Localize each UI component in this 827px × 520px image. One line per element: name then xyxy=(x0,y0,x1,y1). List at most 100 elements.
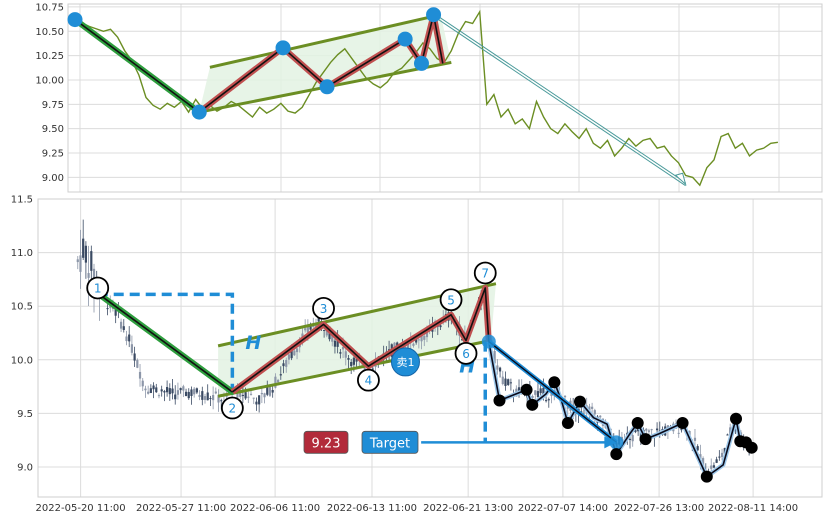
candle-body xyxy=(87,273,90,278)
candle-body xyxy=(350,362,353,367)
candle-body xyxy=(396,342,399,346)
candle-body xyxy=(306,325,309,333)
candle-body xyxy=(323,329,326,331)
top-pivot-marker xyxy=(275,40,291,56)
candle-body xyxy=(114,307,117,316)
candle-body xyxy=(507,379,510,385)
measure-height-box xyxy=(97,292,235,392)
main-y-tick-label: 11.5 xyxy=(11,195,33,206)
candle-body xyxy=(339,352,342,354)
candle-body xyxy=(258,395,261,405)
pattern-pivot-label: 6 xyxy=(462,347,470,361)
candle-body xyxy=(193,388,196,395)
pattern-pivot-label: 5 xyxy=(447,293,455,307)
candle-body xyxy=(680,429,683,431)
candle-body xyxy=(631,435,634,442)
candle-body xyxy=(734,427,737,431)
candle-body xyxy=(79,255,82,272)
candle-body xyxy=(493,351,496,364)
candle-body xyxy=(92,268,96,284)
main-y-tick-label: 10.0 xyxy=(11,355,33,366)
candle-body xyxy=(715,459,718,463)
main-channel-fill xyxy=(218,283,496,397)
candle-body xyxy=(285,360,288,367)
post-breakout-marker xyxy=(493,394,506,407)
top-channel-fill xyxy=(199,14,452,113)
top-y-tick-label: 10.00 xyxy=(35,75,64,86)
top-y-tick-label: 10.75 xyxy=(35,2,64,13)
candle-body xyxy=(174,394,177,400)
candle-body xyxy=(212,395,215,401)
candle-body xyxy=(593,410,596,415)
top-y-tick-label: 9.25 xyxy=(42,149,64,160)
candle-body xyxy=(179,388,182,391)
candle-body xyxy=(547,399,550,401)
post-breakout-marker xyxy=(730,412,743,425)
pattern-pivot-label: 2 xyxy=(229,402,237,416)
post-breakout-marker xyxy=(676,417,689,430)
candle-body xyxy=(255,401,258,405)
post-breakout-marker xyxy=(573,395,586,408)
top-y-tick-label: 10.25 xyxy=(35,51,64,62)
top-projection-line xyxy=(434,16,686,187)
overview-panel: 10.75 10.50 10.25 10.00 9.75 9.50 9.25 9.00 xyxy=(35,2,823,193)
candle-body xyxy=(125,336,128,342)
candle-body xyxy=(371,368,374,370)
candle-body xyxy=(304,328,307,331)
candle-body xyxy=(149,388,152,394)
candle-body xyxy=(214,391,217,394)
candle-body xyxy=(314,323,318,328)
pattern-pivot-ring xyxy=(454,341,478,365)
main-x-tick-label: 2022-05-20 11:00 xyxy=(36,503,126,514)
candle-body xyxy=(195,388,198,393)
target-projection-core xyxy=(488,341,617,443)
top-channel-upper xyxy=(209,13,441,69)
target-badge-label: Target xyxy=(369,436,410,451)
candle-body xyxy=(647,430,651,432)
main-plot-frame xyxy=(37,198,823,498)
price-badge-label: 9.23 xyxy=(312,436,341,451)
candle-body xyxy=(634,429,637,433)
candle-body xyxy=(531,395,534,398)
candle-body xyxy=(309,324,312,330)
candle-body xyxy=(206,392,209,401)
candle-body xyxy=(726,434,729,436)
main-x-tick-label: 2022-06-06 11:00 xyxy=(230,503,320,514)
measure-h-label: H xyxy=(245,332,261,354)
main-zigzag-core xyxy=(231,287,490,393)
candle-body xyxy=(166,387,169,393)
candle-body xyxy=(536,391,540,397)
top-y-tick-label: 10.50 xyxy=(35,27,64,38)
top-y-tick-label: 9.00 xyxy=(42,173,64,184)
top-projection-line xyxy=(434,13,686,184)
candle-body xyxy=(220,400,223,402)
candle-body xyxy=(203,396,207,400)
post-breakout-marker xyxy=(631,417,644,430)
candle-body xyxy=(701,458,705,467)
candle-body xyxy=(249,393,253,395)
main-y-tick-label: 10.5 xyxy=(11,302,33,313)
candle-body xyxy=(133,353,136,361)
candle-body xyxy=(136,360,139,368)
main-x-tick-label: 2022-07-26 13:00 xyxy=(614,503,704,514)
candle-body xyxy=(163,391,166,393)
candle-body xyxy=(279,374,282,376)
candle-body xyxy=(247,396,250,398)
top-pivot-marker xyxy=(397,31,413,47)
candle-body xyxy=(201,391,204,400)
breakout-marker xyxy=(481,334,496,349)
candle-body xyxy=(287,354,291,360)
top-pivot-marker xyxy=(67,12,83,28)
candle-body xyxy=(252,397,255,399)
candle-body xyxy=(498,367,502,372)
candle-body xyxy=(544,400,548,402)
candle-body xyxy=(268,386,272,396)
main-y-tick-label: 11.0 xyxy=(11,248,33,259)
candle-body xyxy=(693,437,697,441)
candle-body xyxy=(341,346,345,350)
candle-body xyxy=(147,391,150,394)
candle-body xyxy=(504,378,507,386)
candle-body xyxy=(718,456,721,458)
candle-body xyxy=(344,351,347,358)
candle-body xyxy=(534,390,537,395)
